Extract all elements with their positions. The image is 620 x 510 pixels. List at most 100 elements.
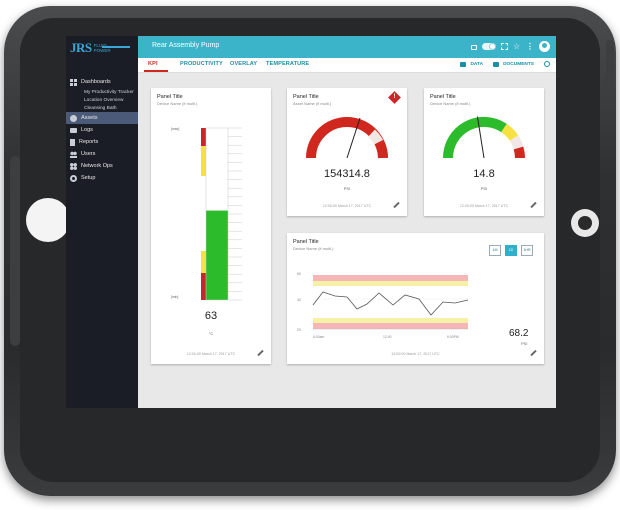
low-alarm-band bbox=[313, 323, 468, 329]
tab-bar: KPI PRODUCTIVITY OVERLAY TEMPERATURE DAT… bbox=[138, 58, 556, 73]
thermo-alarm-high-zone bbox=[201, 128, 206, 146]
gauge-panel-alert: Panel Title Asset Name (if multi.) ! 154… bbox=[287, 88, 407, 216]
gauge-value: 14.8 bbox=[473, 168, 495, 180]
panel-timestamp: 12:00:00 March 17, 2017 UTC bbox=[459, 204, 509, 208]
tab-overlay[interactable]: OVERLAY bbox=[230, 61, 258, 67]
sidebar-item-network-ops[interactable]: Network Ops bbox=[66, 160, 138, 172]
brand-logo[interactable]: JRS FLUID POWER bbox=[70, 40, 111, 55]
range-button-1d[interactable]: 1D bbox=[505, 245, 517, 256]
panel-title: Panel Title bbox=[293, 94, 319, 100]
settings-gear-icon[interactable] bbox=[544, 61, 550, 67]
trend-current-unit: PSI bbox=[521, 341, 528, 346]
network-icon bbox=[70, 162, 77, 170]
sidebar-item-label: Reports bbox=[79, 139, 99, 145]
gauge-value: 154314.8 bbox=[324, 168, 370, 180]
sidebar-item-dashboards[interactable]: Dashboards bbox=[66, 76, 138, 88]
gauge-needle bbox=[346, 117, 361, 159]
sidebar-subitem-cleansing-bath[interactable]: Cleansing Bath bbox=[84, 105, 117, 111]
logo-wave bbox=[102, 46, 130, 48]
tab-actions: DATA DOCUMENTS bbox=[460, 61, 550, 67]
logo-sub-1: FLUID bbox=[93, 43, 107, 48]
max-label: [max] bbox=[171, 127, 180, 131]
folder-icon bbox=[70, 128, 77, 133]
home-button[interactable] bbox=[26, 198, 70, 242]
alert-exclamation: ! bbox=[393, 94, 396, 100]
x-tick-label: 6:00PM bbox=[447, 335, 459, 339]
fullscreen-icon[interactable] bbox=[501, 43, 508, 50]
low-warn-band bbox=[313, 318, 468, 323]
tab-kpi[interactable]: KPI bbox=[148, 61, 158, 67]
sidebar-item-label: Logs bbox=[81, 127, 93, 133]
sidebar-item-assets[interactable]: Assets bbox=[66, 112, 138, 124]
logo-sub-2: POWER bbox=[93, 48, 111, 53]
trend-panel: Panel Title Device Name (if multi.) 1M 1… bbox=[287, 233, 544, 364]
grid-icon bbox=[70, 78, 77, 86]
sidebar-item-setup[interactable]: Setup bbox=[66, 172, 138, 184]
high-alarm-band bbox=[313, 275, 468, 281]
panel-timestamp: 12:00:00 March 17, 2017 UTC bbox=[186, 352, 236, 356]
lock-toggle[interactable] bbox=[482, 43, 496, 50]
users-icon bbox=[70, 150, 77, 158]
y-tick-label: 60 bbox=[297, 272, 301, 276]
header-actions: ☆ ⋮ bbox=[471, 41, 550, 52]
range-button-1m[interactable]: 1M bbox=[489, 245, 501, 256]
thermometer-panel: Panel Title Device Name (if multi.) [max… bbox=[151, 88, 271, 364]
tab-productivity[interactable]: PRODUCTIVITY bbox=[180, 61, 223, 67]
panel-subtitle: Device Name (if multi.) bbox=[293, 246, 334, 251]
search-icon bbox=[70, 114, 77, 122]
gear-icon bbox=[70, 174, 77, 182]
sidebar-item-label: Users bbox=[81, 151, 96, 157]
thermo-warn-high-zone bbox=[201, 146, 206, 176]
panel-subtitle: Asset Name (if multi.) bbox=[293, 101, 332, 106]
sidebar-item-label: Setup bbox=[81, 175, 96, 181]
logo-subtext: FLUID POWER bbox=[94, 43, 111, 53]
sidebar-item-users[interactable]: Users bbox=[66, 148, 138, 160]
case-side-bumper bbox=[10, 156, 20, 346]
lock-icon[interactable] bbox=[471, 45, 477, 50]
panel-subtitle: Device Name (if multi.) bbox=[430, 101, 471, 106]
thermo-fill-level bbox=[206, 210, 228, 300]
sidebar-subitem-productivity-tracker[interactable]: My Productivity Tracker bbox=[84, 89, 134, 95]
gauge-arc-alarm bbox=[513, 146, 525, 159]
logo-text: JRS bbox=[70, 40, 92, 55]
thermo-unit: °C bbox=[208, 331, 214, 336]
gauge-unit: PSI bbox=[480, 186, 488, 191]
high-warn-band bbox=[313, 281, 468, 286]
trend-line bbox=[312, 291, 469, 316]
thermo-warn-low-zone bbox=[201, 251, 206, 273]
sidebar-nav: Dashboards My Productivity Tracker Locat… bbox=[66, 76, 138, 184]
folder-icon bbox=[493, 61, 500, 67]
sidebar-item-reports[interactable]: Reports bbox=[66, 136, 138, 148]
trend-chart: 60 40 20 6:00am 12:00 6:00PM bbox=[297, 272, 469, 339]
panel-title: Panel Title bbox=[430, 94, 456, 100]
camera-lens bbox=[578, 216, 592, 230]
panel-title: Panel Title bbox=[293, 239, 319, 245]
active-tab-indicator bbox=[144, 70, 168, 72]
sidebar-subitem-location-overview[interactable]: Location Overview bbox=[84, 97, 124, 103]
y-tick-label: 40 bbox=[297, 298, 301, 302]
panel-timestamp: 12:00:00 March 17, 2017 UTC bbox=[391, 352, 440, 356]
data-link[interactable]: DATA bbox=[470, 61, 484, 67]
pressure-gauge bbox=[442, 116, 526, 159]
gauge-arc-warn bbox=[501, 123, 519, 141]
thermometer-bar bbox=[201, 127, 242, 301]
tab-temperature[interactable]: TEMPERATURE bbox=[266, 61, 310, 67]
user-avatar[interactable] bbox=[539, 41, 550, 52]
app-screen: JRS FLUID POWER Dashboards My Productivi… bbox=[66, 36, 556, 408]
gauge-unit: PSI bbox=[343, 186, 351, 191]
gauge-arc-ok bbox=[442, 116, 507, 159]
app-header: Rear Assembly Pump ☆ ⋮ bbox=[138, 36, 556, 58]
pressure-gauge bbox=[306, 117, 388, 159]
more-menu-icon[interactable]: ⋮ bbox=[526, 41, 534, 51]
panel-subtitle: Device Name (if multi.) bbox=[157, 101, 198, 106]
sidebar-item-label: Dashboards bbox=[81, 79, 111, 85]
panel-title: Panel Title bbox=[157, 94, 183, 100]
thermo-frame bbox=[205, 127, 229, 301]
sidebar-item-logs[interactable]: Logs bbox=[66, 124, 138, 136]
y-tick-label: 20 bbox=[297, 328, 301, 332]
sidebar: JRS FLUID POWER Dashboards My Productivi… bbox=[66, 36, 138, 408]
star-icon[interactable]: ☆ bbox=[513, 41, 521, 51]
range-button-1hr[interactable]: 1HR bbox=[521, 245, 533, 256]
trend-current-value: 68.2 bbox=[509, 328, 529, 339]
documents-link[interactable]: DOCUMENTS bbox=[503, 61, 534, 67]
